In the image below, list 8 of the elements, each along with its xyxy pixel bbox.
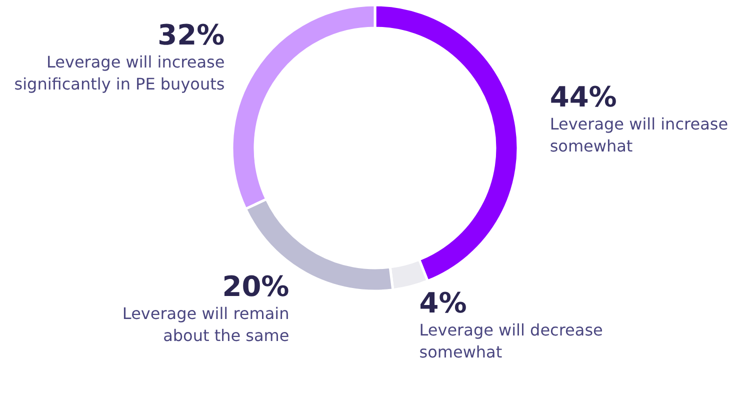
slice-label: Leverage will increase significantly in PE buyouts <box>14 52 225 94</box>
data-label: 4% <box>419 286 467 320</box>
slice-label: Leverage will decrease somewhat <box>419 320 603 362</box>
data-label: 20% <box>222 270 290 303</box>
data-label: 32% <box>158 18 225 52</box>
slice-label: Leverage will increase somewhat <box>550 114 728 156</box>
data-label: 44% <box>550 80 617 114</box>
slice-label: Leverage will remain about the same <box>122 304 290 345</box>
